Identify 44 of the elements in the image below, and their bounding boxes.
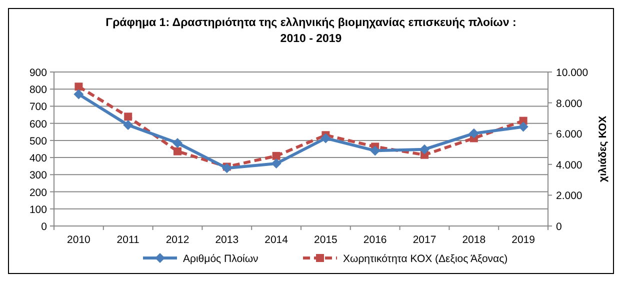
y2-tick-label: 2.000 <box>556 190 582 202</box>
legend-label: Χωρητικότητα ΚΟΧ (Δεξιος Άξονας) <box>343 253 508 265</box>
point <box>272 152 280 160</box>
x-tick-label: 2012 <box>166 234 190 246</box>
point <box>222 163 232 174</box>
y-tick-label: 800 <box>29 84 48 96</box>
x-tick-label: 2016 <box>363 234 387 246</box>
point <box>74 89 84 100</box>
point <box>74 82 83 91</box>
y-tick-label: 500 <box>29 135 48 148</box>
y2-tick-label: 6.000 <box>556 128 582 141</box>
point <box>468 128 479 138</box>
legend-label: Αριθμός Πλοίων <box>183 253 258 265</box>
point <box>320 133 331 144</box>
y2-tick-label: 4.000 <box>556 159 582 172</box>
y2-tick-label: 10.000 <box>556 67 588 79</box>
y-tick-label: 100 <box>29 204 48 216</box>
y2-tick-label: 8.000 <box>556 98 582 110</box>
x-tick-label: 2014 <box>264 234 288 246</box>
y2-axis-title: χιλιάδες ΚΟΧ <box>597 116 609 182</box>
y-tick-label: 200 <box>29 186 48 199</box>
y-tick-label: 700 <box>29 101 48 114</box>
y-tick-label: 400 <box>29 152 48 165</box>
x-tick-label: 2019 <box>512 234 536 246</box>
x-tick-label: 2013 <box>215 234 239 246</box>
y-tick-label: 600 <box>29 118 48 130</box>
point <box>370 146 380 156</box>
x-tick-label: 2010 <box>67 234 91 246</box>
y2-tick-label: 0 <box>556 221 562 233</box>
point <box>124 112 132 121</box>
point <box>174 147 182 156</box>
point <box>518 122 528 132</box>
y-tick-label: 0 <box>41 221 48 233</box>
point <box>420 144 430 154</box>
x-tick-label: 2011 <box>116 234 140 246</box>
chart-title: Γράφημα 1: Δραστηριότητα της ελληνικής βιομηχανίας επισκευής πλοίων : 2010 - 2019 <box>106 17 516 45</box>
point <box>123 120 134 130</box>
x-tick-label: 2015 <box>314 234 338 246</box>
x-tick-label: 2017 <box>412 234 436 246</box>
point <box>271 158 282 169</box>
x-tick-label: 2018 <box>462 234 486 246</box>
y-tick-label: 900 <box>29 67 48 79</box>
y-tick-label: 300 <box>29 170 48 182</box>
point <box>172 138 182 148</box>
